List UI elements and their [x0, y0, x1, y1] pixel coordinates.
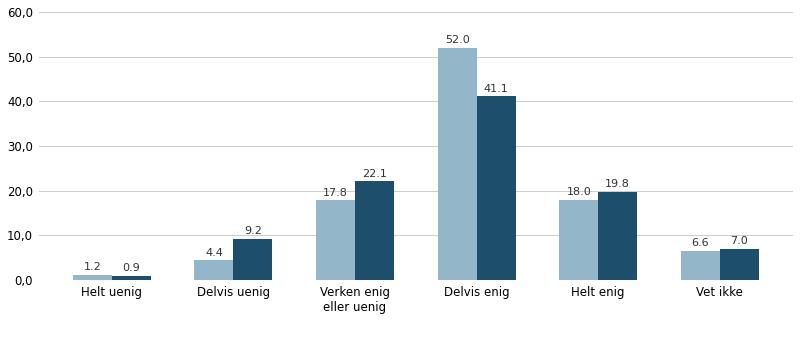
- Bar: [73, 275, 112, 280]
- Bar: [438, 48, 477, 280]
- Text: 52.0: 52.0: [445, 35, 470, 45]
- Text: 1.2: 1.2: [83, 262, 101, 272]
- Text: 17.8: 17.8: [323, 188, 348, 198]
- Bar: [681, 251, 720, 280]
- Bar: [194, 260, 234, 280]
- Text: 19.8: 19.8: [606, 179, 630, 189]
- Text: 41.1: 41.1: [484, 84, 509, 94]
- Bar: [477, 96, 515, 280]
- Text: 9.2: 9.2: [244, 226, 262, 236]
- Text: 6.6: 6.6: [691, 238, 709, 248]
- Bar: [234, 239, 272, 280]
- Bar: [720, 249, 758, 280]
- Text: 0.9: 0.9: [122, 263, 140, 273]
- Bar: [355, 181, 394, 280]
- Bar: [112, 276, 150, 280]
- Bar: [598, 192, 637, 280]
- Bar: [316, 200, 355, 280]
- Bar: [559, 200, 598, 280]
- Text: 7.0: 7.0: [730, 236, 748, 246]
- Text: 22.1: 22.1: [362, 169, 387, 178]
- Text: 4.4: 4.4: [205, 248, 223, 258]
- Text: 18.0: 18.0: [566, 187, 591, 197]
